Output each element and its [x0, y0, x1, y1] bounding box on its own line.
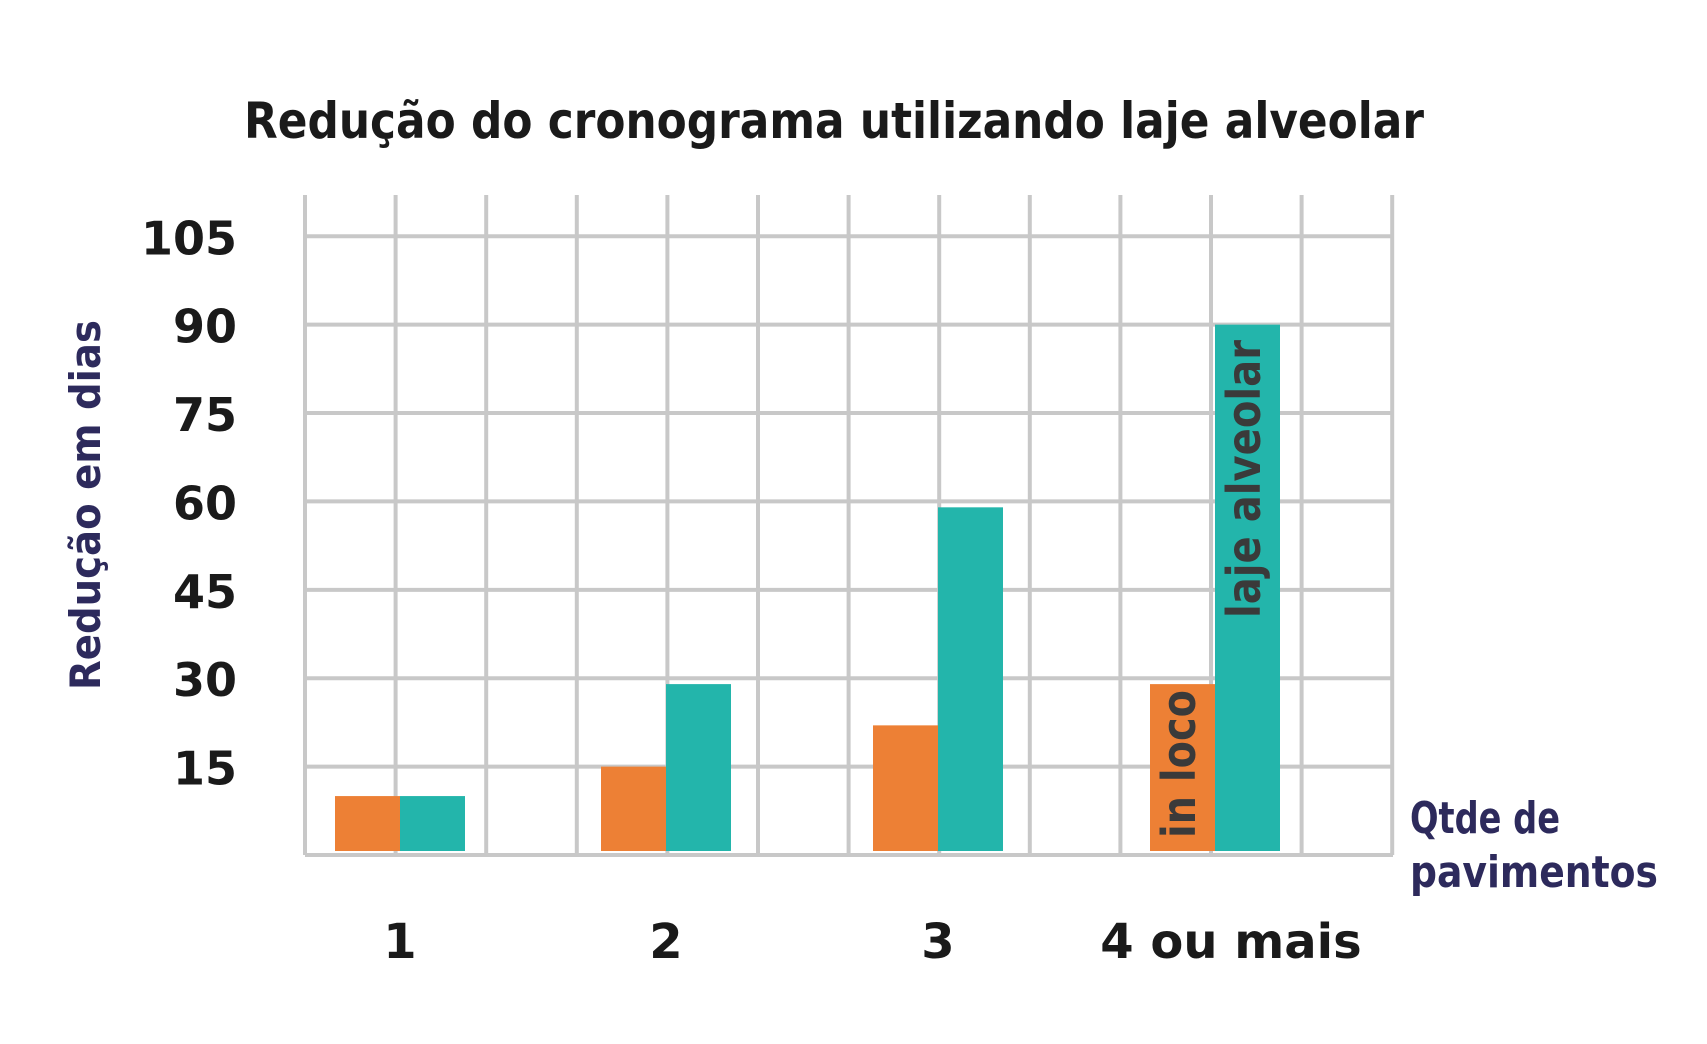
- y-tick-label: 90: [173, 300, 237, 354]
- y-tick-label: 15: [173, 742, 237, 796]
- x-axis-label-line2: pavimentos: [1410, 847, 1658, 898]
- bar-laje-alveolar: [1215, 324, 1280, 852]
- bar-laje-alveolar: [400, 796, 465, 851]
- bar-laje-alveolar: [938, 507, 1003, 851]
- x-tick-label: 1: [383, 914, 416, 970]
- x-tick-label: 4 ou mais: [1100, 914, 1361, 970]
- series-label-laje-alveolar: laje alveolar: [1217, 340, 1271, 618]
- series-label-in-loco: in loco: [1152, 690, 1206, 838]
- bar-in-loco: [873, 725, 938, 851]
- y-tick-label: 75: [173, 388, 237, 442]
- y-tick-label: 60: [173, 476, 237, 530]
- x-tick-label: 2: [649, 914, 682, 970]
- grid: [303, 195, 1395, 857]
- y-tick-label: 45: [173, 565, 237, 619]
- bar-in-loco: [601, 766, 666, 851]
- chart-title: Redução do cronograma utilizando laje al…: [244, 92, 1424, 150]
- y-tick-label: 30: [173, 653, 237, 707]
- x-axis-label-line1: Qtde de: [1410, 793, 1560, 844]
- bar-in-loco: [1150, 684, 1215, 851]
- bar-laje-alveolar: [666, 684, 731, 851]
- x-tick-labels: 1 2 3 4 ou mais: [383, 914, 1361, 970]
- bars: [335, 324, 1280, 852]
- x-tick-label: 3: [921, 914, 954, 970]
- bar-in-loco: [335, 796, 400, 851]
- y-tick-label: 105: [141, 211, 237, 265]
- y-tick-labels: 105 90 75 60 45 30 15: [141, 211, 237, 795]
- y-axis-label: Redução em dias: [61, 320, 110, 690]
